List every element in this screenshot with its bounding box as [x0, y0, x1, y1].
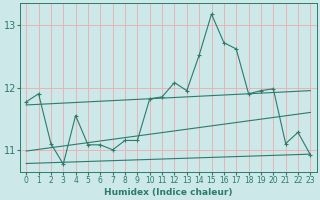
X-axis label: Humidex (Indice chaleur): Humidex (Indice chaleur) — [104, 188, 233, 197]
